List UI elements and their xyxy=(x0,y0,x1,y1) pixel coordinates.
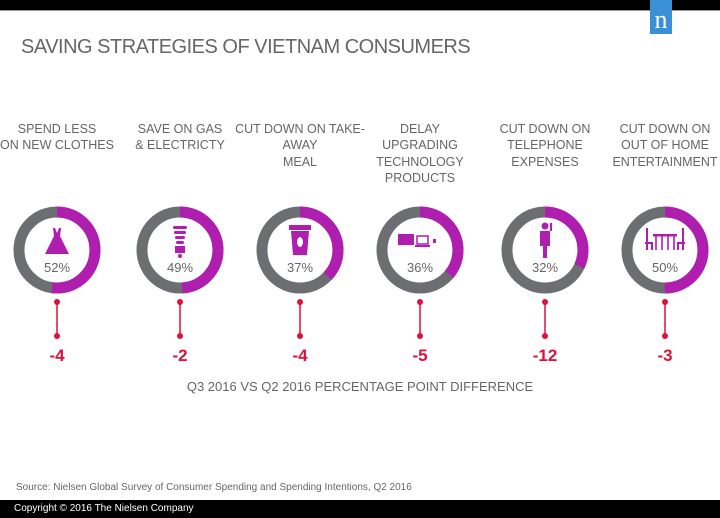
category-label: CUT DOWN ON TAKE- AWAY MEAL xyxy=(235,122,365,169)
donut-value-arc xyxy=(256,206,344,294)
change-dot xyxy=(177,333,183,339)
change-dot xyxy=(417,299,423,305)
devices-icon xyxy=(398,234,436,247)
change-label: -5 xyxy=(412,346,427,365)
change-label: -3 xyxy=(657,346,672,365)
donut-item: 37% -4 xyxy=(256,206,344,365)
change-dot xyxy=(54,333,60,339)
donut-item: 49% -2 xyxy=(136,206,224,365)
change-label: -2 xyxy=(172,346,187,365)
category-label: CUT DOWN ON OUT OF HOME ENTERTAINMENT xyxy=(612,122,718,169)
nielsen-logo: n xyxy=(650,0,672,34)
coffee-cup-icon xyxy=(289,225,311,255)
change-label: -4 xyxy=(49,346,65,365)
donut-item: 52% -4 xyxy=(13,206,101,365)
percent-label: 37% xyxy=(287,260,313,275)
change-dot xyxy=(662,333,668,339)
category-label: CUT DOWN ON TELEPHONE EXPENSES xyxy=(499,122,591,169)
source-note: Source: Nielsen Global Survey of Consume… xyxy=(16,482,412,493)
change-label: -12 xyxy=(533,346,558,365)
change-dot xyxy=(297,333,303,339)
lightbulb-icon xyxy=(173,226,187,258)
percent-label: 36% xyxy=(407,260,433,275)
category-label: SPEND LESS ON NEW CLOTHES xyxy=(0,122,114,153)
change-dot xyxy=(662,299,668,305)
dress-icon xyxy=(45,228,69,254)
page-title: SAVING STRATEGIES OF VIETNAM CONSUMERS xyxy=(21,36,471,58)
top-bar xyxy=(0,0,720,11)
change-dot xyxy=(542,333,548,339)
donut-item: 50% -3 xyxy=(621,206,709,365)
category-label: SAVE ON GAS & ELECTRICTY xyxy=(135,122,225,153)
person-phone-icon xyxy=(540,222,552,258)
donut-value-arc xyxy=(13,206,101,294)
category-label: DELAY UPGRADING TECHNOLOGY PRODUCTS xyxy=(376,122,464,185)
donut-item: 36% -5 xyxy=(376,206,464,365)
dining-table-icon xyxy=(645,228,685,250)
donut-value-arc xyxy=(621,206,709,294)
donut-item: 32% -12 xyxy=(501,206,589,365)
change-caption: Q3 2016 VS Q2 2016 PERCENTAGE POINT DIFF… xyxy=(186,379,534,394)
change-dot xyxy=(177,299,183,305)
change-label: -4 xyxy=(292,346,308,365)
donut-value-arc xyxy=(376,206,464,294)
copyright-footer: Copyright © 2016 The Nielsen Company xyxy=(0,500,720,518)
donut-value-arc xyxy=(136,206,224,294)
change-dot xyxy=(297,299,303,305)
change-dot xyxy=(542,299,548,305)
percent-label: 50% xyxy=(652,260,678,275)
donut-value-arc xyxy=(501,206,589,294)
percent-label: 32% xyxy=(532,260,558,275)
percent-label: 49% xyxy=(167,260,193,275)
donut-chart: 52% -4 49% -2 37% -4 36% -5 32% -12 50% -3 xyxy=(13,206,709,365)
change-dot xyxy=(54,299,60,305)
change-dot xyxy=(417,333,423,339)
percent-label: 52% xyxy=(44,260,70,275)
